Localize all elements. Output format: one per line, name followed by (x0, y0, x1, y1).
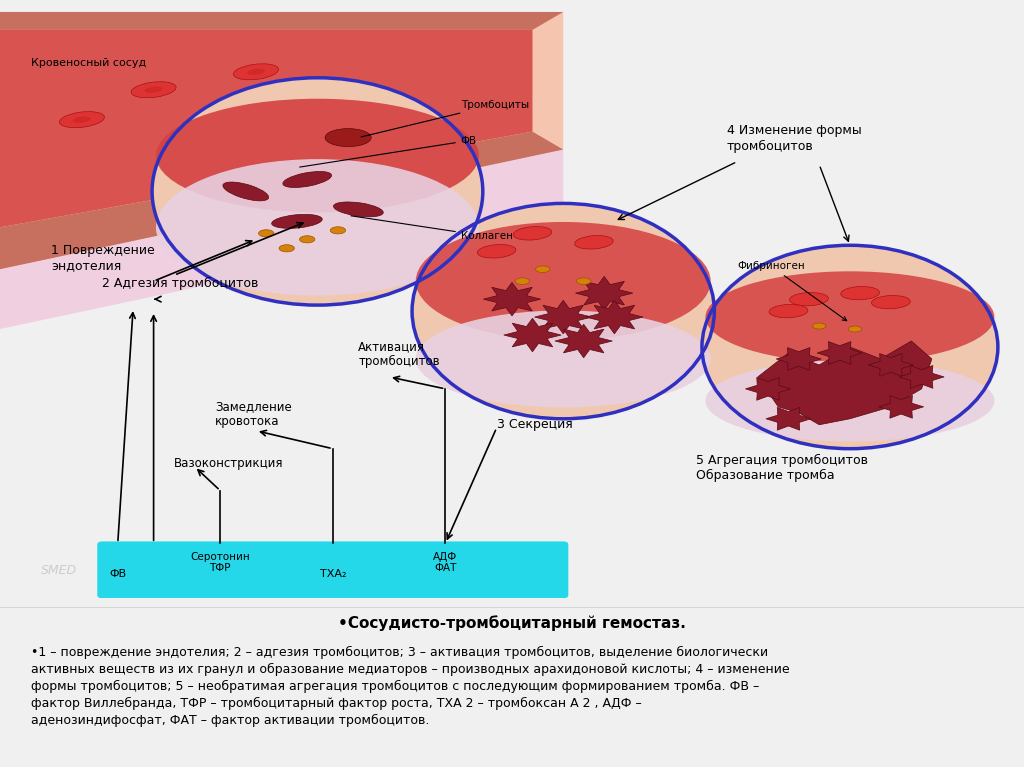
Text: 4 Изменение формы
тромбоцитов: 4 Изменение формы тромбоцитов (727, 124, 862, 153)
Ellipse shape (871, 295, 910, 309)
Polygon shape (0, 150, 563, 329)
Ellipse shape (790, 292, 828, 306)
Polygon shape (504, 318, 561, 352)
Polygon shape (535, 301, 592, 334)
Text: ТХА₂: ТХА₂ (319, 569, 346, 579)
Text: АДФ
ФАТ: АДФ ФАТ (433, 551, 458, 574)
Polygon shape (0, 12, 563, 269)
Polygon shape (868, 354, 913, 377)
Ellipse shape (131, 82, 176, 97)
Ellipse shape (477, 245, 516, 258)
Ellipse shape (247, 68, 265, 75)
Polygon shape (0, 132, 563, 269)
Ellipse shape (153, 77, 483, 305)
Ellipse shape (271, 214, 323, 229)
Ellipse shape (59, 112, 104, 127)
Text: Замедление
кровотока: Замедление кровотока (215, 400, 292, 428)
Ellipse shape (848, 326, 861, 332)
Ellipse shape (258, 230, 274, 237)
Text: Тромбоциты: Тромбоциты (361, 100, 529, 137)
Ellipse shape (706, 272, 994, 363)
Text: 1 Повреждение
эндотелия: 1 Повреждение эндотелия (51, 244, 155, 272)
Ellipse shape (156, 99, 479, 212)
Polygon shape (758, 341, 932, 425)
Ellipse shape (416, 222, 711, 341)
Ellipse shape (73, 117, 91, 123)
Text: 3 Секреция: 3 Секреция (497, 418, 572, 431)
Ellipse shape (702, 245, 997, 449)
Text: ФВ: ФВ (110, 569, 126, 579)
Text: Серотонин
ТФР: Серотонин ТФР (190, 551, 250, 574)
Ellipse shape (813, 323, 825, 329)
Ellipse shape (334, 202, 383, 217)
Text: Вазоконстрикция: Вазоконстрикция (174, 456, 284, 469)
Polygon shape (776, 347, 821, 370)
Ellipse shape (233, 64, 279, 80)
Ellipse shape (536, 266, 550, 272)
Polygon shape (586, 301, 643, 334)
Text: Кровеносный сосуд: Кровеносный сосуд (31, 58, 146, 67)
Ellipse shape (330, 227, 346, 234)
Polygon shape (745, 377, 791, 400)
Polygon shape (766, 407, 811, 430)
Text: Фибриноген: Фибриноген (737, 262, 847, 321)
Ellipse shape (223, 182, 268, 201)
Polygon shape (879, 396, 924, 418)
Text: 5 Агрегация тромбоцитов
Образование тромба: 5 Агрегация тромбоцитов Образование тром… (696, 453, 868, 482)
Ellipse shape (574, 235, 613, 249)
Ellipse shape (412, 203, 715, 419)
Ellipse shape (144, 87, 163, 93)
Polygon shape (817, 341, 862, 364)
Text: •1 – повреждение эндотелия; 2 – адгезия тромбоцитов; 3 – активация тромбоцитов, : •1 – повреждение эндотелия; 2 – адгезия … (31, 646, 790, 727)
Ellipse shape (283, 172, 332, 187)
Ellipse shape (279, 245, 295, 252)
Ellipse shape (349, 98, 368, 105)
Polygon shape (899, 366, 944, 388)
Ellipse shape (577, 278, 591, 285)
Ellipse shape (841, 287, 880, 300)
Ellipse shape (175, 146, 194, 153)
Polygon shape (0, 30, 532, 227)
Text: SMED: SMED (41, 565, 77, 578)
Ellipse shape (706, 360, 994, 442)
Polygon shape (483, 282, 541, 316)
Ellipse shape (162, 142, 207, 157)
Polygon shape (555, 324, 612, 357)
Ellipse shape (513, 226, 552, 240)
Ellipse shape (326, 129, 372, 146)
Text: ФВ: ФВ (300, 136, 477, 167)
Polygon shape (575, 276, 633, 310)
Ellipse shape (769, 304, 808, 318)
Ellipse shape (156, 159, 479, 295)
Text: •Сосудисто-тромбоцитарный гемостаз.: •Сосудисто-тромбоцитарный гемостаз. (338, 616, 686, 631)
Ellipse shape (336, 94, 381, 110)
Ellipse shape (416, 311, 711, 407)
Text: Активация
тромбоцитов: Активация тромбоцитов (358, 340, 440, 368)
Ellipse shape (515, 278, 529, 285)
Text: Коллаген: Коллаген (351, 216, 513, 242)
FancyBboxPatch shape (97, 542, 568, 598)
Text: 2 Адгезия тромбоцитов: 2 Адгезия тромбоцитов (102, 277, 259, 290)
Ellipse shape (300, 235, 315, 243)
Polygon shape (0, 12, 563, 30)
